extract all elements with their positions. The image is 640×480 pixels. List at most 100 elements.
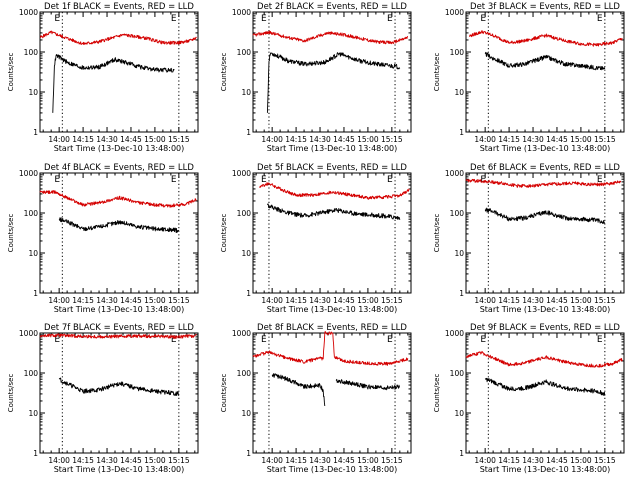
x-tick-label: 14:15	[72, 296, 94, 305]
x-tick-label: 15:00	[570, 135, 592, 144]
x-tick-label: 14:15	[72, 456, 94, 465]
marker-label: E	[261, 335, 267, 345]
plot-frame	[39, 172, 199, 294]
x-axis-label: Start Time (13-Dec-10 13:48:00)	[54, 465, 185, 474]
y-axis-label: Counts/sec	[433, 53, 441, 92]
x-tick-label: 14:30	[522, 135, 544, 144]
y-tick-label: 1000	[445, 8, 464, 17]
lld-series-line	[39, 333, 197, 339]
x-tick-label: 15:15	[594, 135, 616, 144]
marker-label: E	[171, 175, 177, 185]
y-tick-label: 100	[24, 48, 39, 57]
lld-series-line	[468, 30, 623, 47]
y-axis-label: Counts/sec	[220, 374, 228, 413]
panel-det-8: Det 8f BLACK = Events, RED = LLD 1 10 100 10…	[220, 323, 412, 474]
x-tick-label: 14:45	[546, 296, 568, 305]
x-axis-label: Start Time (13-Dec-10 13:48:00)	[267, 305, 398, 314]
x-tick-label: 15:15	[594, 456, 616, 465]
plot-frame	[465, 11, 625, 133]
x-tick-label: 15:15	[381, 135, 403, 144]
panel-det-6: Det 6f BLACK = Events, RED = LLD 1 10 100 10…	[433, 163, 625, 314]
y-tick-label: 100	[24, 209, 39, 218]
events-series-line	[266, 203, 401, 220]
x-tick-label: 14:45	[546, 135, 568, 144]
panel-det-4: Det 4f BLACK = Events, RED = LLD 1 10 100 10…	[7, 163, 199, 314]
events-series-line	[484, 207, 606, 224]
plot-frame	[39, 332, 199, 454]
x-tick-label: 14:30	[96, 296, 118, 305]
y-tick-label: 100	[24, 369, 39, 378]
x-tick-label: 15:00	[357, 296, 379, 305]
y-tick-label: 10	[454, 409, 464, 418]
events-series-line	[266, 52, 401, 113]
x-tick-label: 15:15	[168, 135, 190, 144]
x-tick-label: 15:15	[381, 456, 403, 465]
plot-frame	[39, 11, 199, 133]
panel-det-9: Det 9f BLACK = Events, RED = LLD 1 10 100 10…	[433, 323, 625, 474]
lld-series-line	[39, 190, 197, 208]
y-tick-label: 10	[454, 249, 464, 258]
y-tick-label: 100	[450, 209, 465, 218]
x-tick-label: 15:15	[168, 296, 190, 305]
x-axis-label: Start Time (13-Dec-10 13:48:00)	[480, 465, 611, 474]
x-tick-label: 14:30	[309, 296, 331, 305]
panel-title: Det 3f BLACK = Events, RED = LLD	[470, 2, 620, 12]
events-series-line	[335, 378, 401, 391]
y-axis-label: Counts/sec	[433, 374, 441, 413]
panel-det-1: Det 1f BLACK = Events, RED = LLD 1 10 100 10…	[7, 2, 199, 153]
y-tick-label: 1000	[445, 329, 464, 338]
x-tick-label: 14:00	[261, 456, 283, 465]
plot-frame	[465, 332, 625, 454]
y-tick-label: 1	[459, 289, 464, 298]
y-axis-label: Counts/sec	[220, 53, 228, 92]
panel-title: Det 7f BLACK = Events, RED = LLD	[44, 323, 194, 333]
marker-label: E	[171, 335, 177, 345]
marker-label: E	[54, 175, 60, 185]
x-tick-label: 15:00	[570, 456, 592, 465]
y-tick-label: 100	[450, 48, 465, 57]
events-series-line	[484, 377, 606, 396]
events-series-line	[58, 217, 180, 234]
y-tick-label: 10	[28, 249, 38, 258]
x-tick-label: 15:00	[570, 296, 592, 305]
marker-label: E	[387, 14, 393, 24]
x-tick-label: 14:45	[120, 296, 142, 305]
marker-label: E	[261, 175, 267, 185]
panel-title: Det 4f BLACK = Events, RED = LLD	[44, 163, 194, 173]
x-tick-label: 15:00	[144, 296, 166, 305]
plot-frame	[465, 172, 625, 294]
x-tick-label: 14:30	[522, 456, 544, 465]
y-tick-label: 1	[33, 449, 38, 458]
y-tick-label: 100	[237, 209, 252, 218]
y-tick-label: 100	[237, 48, 252, 57]
y-tick-label: 10	[454, 88, 464, 97]
x-tick-label: 14:45	[333, 296, 355, 305]
plot-frame	[252, 172, 412, 294]
marker-label: E	[171, 14, 177, 24]
y-tick-label: 1	[246, 449, 251, 458]
y-tick-label: 1000	[19, 8, 38, 17]
x-tick-label: 14:30	[309, 135, 331, 144]
y-tick-label: 1000	[19, 329, 38, 338]
marker-label: E	[54, 14, 60, 24]
marker-label: E	[261, 14, 267, 24]
y-tick-label: 1	[246, 289, 251, 298]
lld-series-line	[252, 330, 409, 366]
lld-series-line	[465, 350, 623, 368]
y-axis-label: Counts/sec	[433, 214, 441, 253]
y-axis-label: Counts/sec	[7, 374, 15, 413]
x-tick-label: 14:15	[285, 135, 307, 144]
x-axis-label: Start Time (13-Dec-10 13:48:00)	[54, 305, 185, 314]
y-tick-label: 10	[28, 409, 38, 418]
x-tick-label: 14:15	[72, 135, 94, 144]
marker-label: E	[597, 14, 603, 24]
x-tick-label: 14:15	[498, 135, 520, 144]
x-tick-label: 15:00	[144, 135, 166, 144]
x-tick-label: 14:00	[48, 456, 70, 465]
x-tick-label: 14:00	[474, 296, 496, 305]
x-tick-label: 15:15	[381, 296, 403, 305]
plot-frame	[252, 332, 412, 454]
marker-label: E	[597, 335, 603, 345]
y-tick-label: 100	[450, 369, 465, 378]
